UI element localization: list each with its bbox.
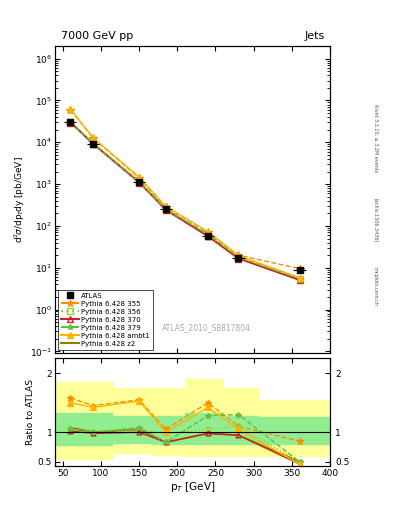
X-axis label: p$_T$ [GeV]: p$_T$ [GeV] (170, 480, 215, 495)
Y-axis label: d$^2\!\sigma$/dp$_T\!$dy [pb/GeV]: d$^2\!\sigma$/dp$_T\!$dy [pb/GeV] (13, 156, 27, 243)
Text: 7000 GeV pp: 7000 GeV pp (61, 31, 133, 41)
Y-axis label: Ratio to ATLAS: Ratio to ATLAS (26, 379, 35, 445)
Text: Rivet 3.1.10, ≥ 3.2M events: Rivet 3.1.10, ≥ 3.2M events (373, 104, 378, 173)
Text: mcplots.cern.ch: mcplots.cern.ch (373, 267, 378, 306)
Text: ATLAS_2010_S8817804: ATLAS_2010_S8817804 (162, 323, 251, 332)
Text: [arXiv:1306.3436]: [arXiv:1306.3436] (373, 198, 378, 242)
Text: Jets: Jets (304, 31, 325, 41)
Legend: ATLAS, Pythia 6.428 355, Pythia 6.428 356, Pythia 6.428 370, Pythia 6.428 379, P: ATLAS, Pythia 6.428 355, Pythia 6.428 35… (59, 290, 153, 350)
